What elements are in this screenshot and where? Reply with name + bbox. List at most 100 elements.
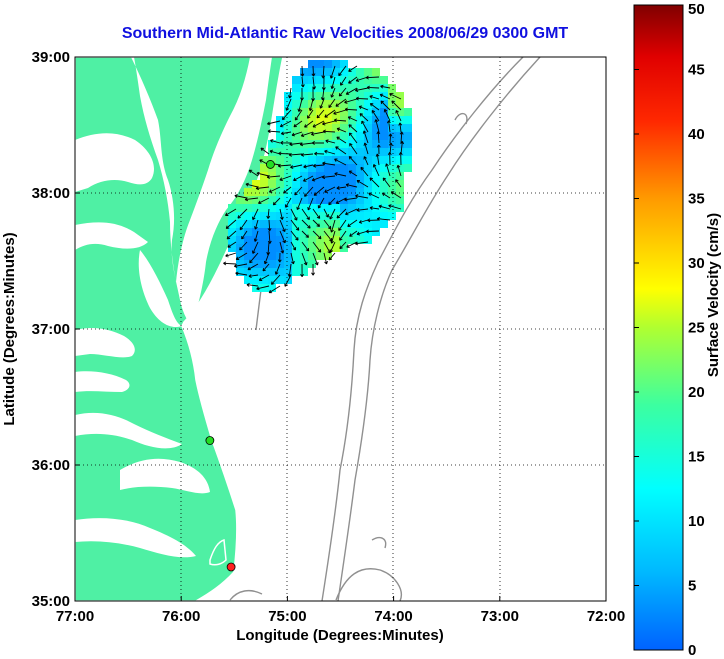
velocity-arrow (304, 186, 314, 197)
velocity-cell (332, 236, 340, 244)
velocity-arrow (339, 230, 347, 241)
velocity-cell (388, 156, 396, 164)
velocity-arrow (330, 87, 336, 98)
velocity-cell (276, 132, 284, 140)
velocity-arrow (359, 113, 369, 122)
velocity-arrow (365, 75, 380, 80)
velocity-cell (284, 268, 292, 276)
velocity-cell (276, 204, 284, 212)
velocity-arrow (245, 182, 259, 188)
velocity-cell (268, 244, 276, 252)
velocity-cell (292, 180, 300, 188)
velocity-arrow (329, 208, 336, 220)
velocity-cell (268, 268, 276, 276)
velocity-cell (364, 188, 372, 196)
velocity-arrow (338, 87, 347, 97)
velocity-cell (388, 84, 396, 92)
velocity-cell (372, 108, 380, 116)
velocity-cell (404, 116, 412, 124)
velocity-cell (300, 124, 308, 132)
velocity-cell (388, 180, 396, 188)
velocity-arrow (225, 208, 237, 216)
velocity-arrow (328, 197, 336, 206)
velocity-cell (380, 116, 388, 124)
velocity-cell (364, 100, 372, 108)
velocity-cell (356, 92, 364, 100)
velocity-cell (404, 132, 412, 140)
velocity-arrow (307, 109, 314, 119)
velocity-cell (300, 220, 308, 228)
velocity-cell (372, 204, 380, 212)
velocity-arrow (246, 282, 259, 287)
velocity-arrow (358, 219, 369, 224)
velocity-arrow (361, 120, 369, 133)
velocity-cell (292, 260, 300, 268)
velocity-arrow (323, 208, 329, 218)
velocity-cell (340, 68, 348, 76)
velocity-cell (396, 116, 404, 124)
velocity-cell (252, 260, 260, 268)
velocity-cell (388, 100, 396, 108)
velocity-arrow (376, 216, 391, 221)
velocity-arrow (356, 208, 369, 212)
velocity-cell (292, 172, 300, 180)
velocity-cell (308, 236, 316, 244)
velocity-cell (332, 164, 340, 172)
velocity-arrow (348, 170, 358, 177)
velocity-cell (268, 252, 276, 260)
velocity-arrow (300, 152, 314, 157)
velocity-cell (332, 204, 340, 212)
velocity-cell (324, 236, 332, 244)
velocity-arrow (301, 219, 311, 229)
velocity-arrow (378, 204, 391, 210)
velocity-arrow (322, 120, 336, 126)
velocity-cell (348, 228, 356, 236)
velocity-arrow (338, 65, 347, 77)
velocity-arrow (329, 65, 336, 79)
velocity-cell (388, 172, 396, 180)
velocity-cell (308, 188, 316, 196)
velocity-arrow (274, 263, 281, 275)
velocity-arrow (290, 219, 300, 231)
velocity-cell (396, 156, 404, 164)
velocity-arrow (268, 285, 281, 294)
velocity-arrow (293, 120, 303, 128)
velocity-cell (308, 212, 316, 220)
velocity-cell (340, 164, 348, 172)
velocity-cell (284, 236, 292, 244)
velocity-cell (252, 212, 260, 220)
velocity-cell (340, 212, 348, 220)
velocity-arrow (280, 131, 292, 136)
velocity-cell (292, 228, 300, 236)
velocity-arrow (398, 122, 403, 133)
velocity-arrow (290, 252, 295, 265)
velocity-arrow (347, 219, 358, 227)
velocity-arrow (254, 219, 259, 230)
velocity-arrow (312, 120, 325, 128)
velocity-cell (324, 252, 332, 260)
velocity-cell (348, 164, 356, 172)
velocity-cell (348, 68, 356, 76)
velocity-cell (300, 196, 308, 204)
velocity-arrow (279, 241, 285, 254)
velocity-cell (284, 156, 292, 164)
velocity-arrow (395, 110, 402, 122)
velocity-cell (340, 228, 348, 236)
velocity-cell (260, 252, 268, 260)
x-tick-label: 77:00 (56, 608, 94, 625)
velocity-cell (308, 164, 316, 172)
velocity-cell (372, 228, 380, 236)
velocity-cell (332, 92, 340, 100)
velocity-cell (268, 156, 276, 164)
velocity-arrow (339, 241, 347, 250)
velocity-arrow (345, 208, 358, 216)
velocity-cell (348, 212, 356, 220)
velocity-arrow (313, 186, 325, 196)
velocity-arrow (278, 151, 292, 156)
velocity-cell (292, 132, 300, 140)
velocity-cell (284, 148, 292, 156)
velocity-cell (308, 76, 316, 84)
velocity-arrow (355, 241, 369, 246)
velocity-cell (364, 236, 372, 244)
velocity-arrow (311, 175, 325, 182)
